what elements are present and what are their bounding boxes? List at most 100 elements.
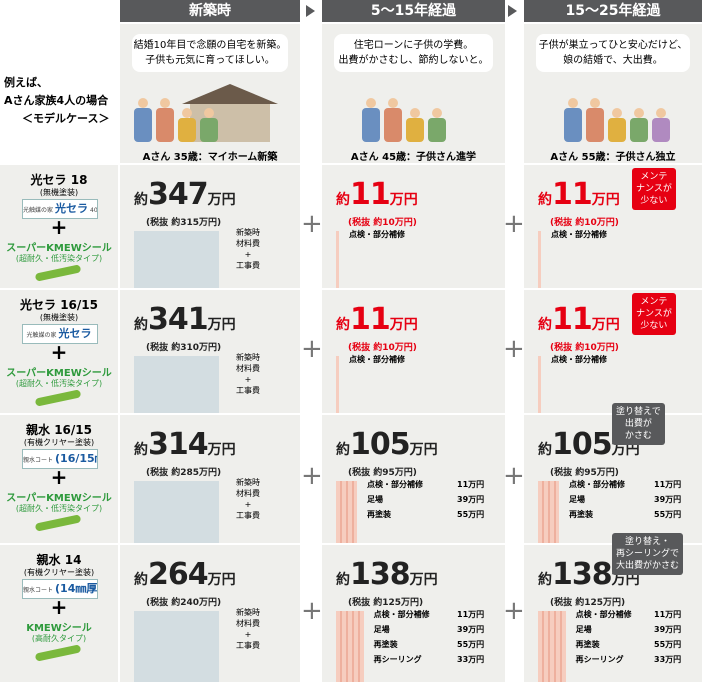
breakdown-line: 新築時 [236, 228, 260, 237]
seal-tube [34, 514, 82, 532]
price-unit: 万円 [207, 442, 236, 458]
header-arrow [306, 5, 315, 17]
price-amount: 347 [148, 177, 209, 212]
price-unit: 万円 [389, 192, 418, 208]
breakdown-line: + [244, 375, 252, 384]
bubble-line: 結婚10年目で念願の自宅を新築。 [133, 40, 287, 51]
badge-line: 大出費がかさむ [616, 561, 680, 571]
bubble-line: 出費がかさむし、節約しないと。 [338, 55, 489, 66]
plus-sign: + [50, 465, 68, 489]
badge-line: 塗り替えで [616, 407, 661, 417]
price: 約347万円 [134, 177, 236, 212]
price-amount: 11 [552, 302, 593, 337]
cost-cell: 約314万円 (税抜 約285万円) 新築時 材料費 + 工事費 [120, 415, 300, 543]
plus-sign: + [301, 208, 323, 239]
scene-caption: Aさん 45歳：子供さん進学 [350, 152, 477, 163]
plus-sign: + [50, 215, 68, 239]
seal-tube [34, 389, 82, 407]
logo-text: (16/15㎜厚品) [55, 452, 97, 465]
seal-note: (高耐久タイプ) [31, 634, 87, 643]
badge-line: かさむ [624, 431, 652, 441]
price: 約11万円 [336, 177, 418, 212]
bubble-line: 娘の結婚で、大出費。 [563, 55, 663, 66]
price-amount: 11 [350, 177, 391, 212]
cost-bar [134, 481, 219, 543]
price-net: (税抜 約285万円) [146, 468, 222, 478]
plus-sign: + [50, 595, 68, 619]
logo-text: 親水コート [23, 457, 54, 464]
badge-line: 少ない [640, 196, 668, 206]
price-amount: 264 [148, 557, 209, 592]
product-name: 光セラ 18 [30, 173, 88, 187]
breakdown-label: 点検・部分補修 [551, 355, 607, 364]
product-note: (無機塗装) [39, 313, 79, 322]
person-body [200, 118, 218, 142]
scene: 結婚10年目で念願の自宅を新築。 子供も元気に育ってほしい。 Aさん 35歳：マイホ… [120, 24, 300, 163]
seal-note: (超耐久・低汚染タイプ) [15, 379, 103, 388]
speech-bubble: 子供が巣立ってひと安心だけど、 娘の結婚で、大出費。 [536, 34, 690, 72]
person-body [652, 118, 670, 142]
price-amount: 11 [552, 177, 593, 212]
logo-text: 光セラ [58, 327, 92, 340]
badge-line: 出費が [624, 419, 652, 429]
seal-note: (超耐久・低汚染タイプ) [15, 504, 103, 513]
person-body [608, 118, 626, 142]
scene-caption: Aさん 35歳：マイホーム新築 [142, 152, 278, 163]
breakdown-label: 再塗装 [569, 510, 593, 519]
breakdown-line: + [244, 500, 252, 509]
cost-breakdown: 新築時 材料費 + 工事費 [224, 477, 272, 521]
price: 約341万円 [134, 302, 236, 337]
person-body [406, 118, 424, 142]
price-prefix: 約 [134, 442, 148, 458]
price-prefix: 約 [134, 317, 148, 333]
cost-bar [538, 231, 541, 288]
person-body [178, 118, 196, 142]
price: 約314万円 [134, 427, 236, 462]
price-unit: 万円 [207, 317, 236, 333]
price-prefix: 約 [134, 572, 148, 588]
product-panel: 光セラ 18(無機塗装)光触媒の家光セラ40年品質+スーパーKMEWシール(超耐… [0, 165, 118, 288]
bubble-line: 住宅ローンに子供の学費。 [353, 40, 474, 51]
seal-tube [34, 644, 82, 662]
intro-line: ＜モデルケース＞ [22, 112, 110, 125]
cost-bar [538, 356, 541, 413]
breakdown-label: 点検・部分補修 [551, 230, 607, 239]
person-head [568, 98, 578, 108]
person-head [388, 98, 398, 108]
plus-sign: + [503, 208, 525, 239]
speech-bubble: 住宅ローンに子供の学費。出費がかさむし、節約しないと。 [334, 34, 493, 72]
product-panel: 親水 16/15(有機クリヤー塗装) 親水コート(16/15㎜厚品)+ スーパーKM… [0, 415, 118, 543]
breakdown-cost: 55万円 [457, 640, 485, 649]
product-name: 親水 14 [36, 553, 82, 567]
logo-text: 光セラ [55, 202, 89, 215]
breakdown-line: 材料費 [236, 489, 260, 498]
price: 約11万円 [336, 302, 418, 337]
column-header: 5〜15年経過 [322, 0, 505, 22]
breakdown-cost: 11万円 [654, 610, 682, 619]
price-net: (税抜 約315万円) [146, 218, 222, 228]
price-net: (税抜 約310万円) [146, 343, 222, 353]
breakdown-line: 工事費 [236, 641, 260, 650]
bubble-line: 子供も元気に育ってほしい。 [145, 55, 275, 66]
plus-sign: + [503, 595, 525, 626]
cost-bar [538, 611, 566, 682]
price-unit: 万円 [389, 317, 418, 333]
price-prefix: 約 [538, 572, 552, 588]
person-body [362, 108, 380, 142]
price-net: (税抜 約10万円) [348, 218, 417, 228]
intro-line: Aさん家族4人の場合 [4, 94, 109, 107]
seal-name: スーパーKMEWシール [6, 493, 112, 504]
breakdown-line: 工事費 [236, 511, 260, 520]
price-unit: 万円 [409, 442, 438, 458]
price-amount: 341 [148, 302, 209, 337]
price-net: (税抜 約95万円) [550, 468, 619, 478]
cost-bar [336, 231, 339, 288]
person-head [410, 108, 420, 118]
badge: 塗り替えで出費がかさむ [612, 403, 665, 445]
breakdown-cost: 11万円 [654, 480, 682, 489]
price: 約264万円 [134, 557, 236, 592]
breakdown-line: 材料費 [236, 364, 260, 373]
price-unit: 万円 [611, 442, 640, 458]
badge-line: 少ない [640, 321, 668, 331]
